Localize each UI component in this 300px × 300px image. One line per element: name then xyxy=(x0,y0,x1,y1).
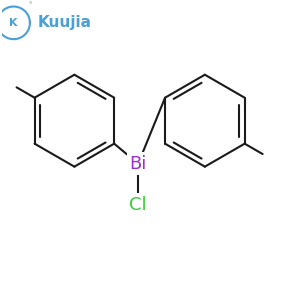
Text: °: ° xyxy=(28,2,32,8)
Text: Bi: Bi xyxy=(130,155,147,173)
Text: Cl: Cl xyxy=(129,196,147,214)
Text: K: K xyxy=(9,18,18,28)
Text: Kuujia: Kuujia xyxy=(37,15,91,30)
